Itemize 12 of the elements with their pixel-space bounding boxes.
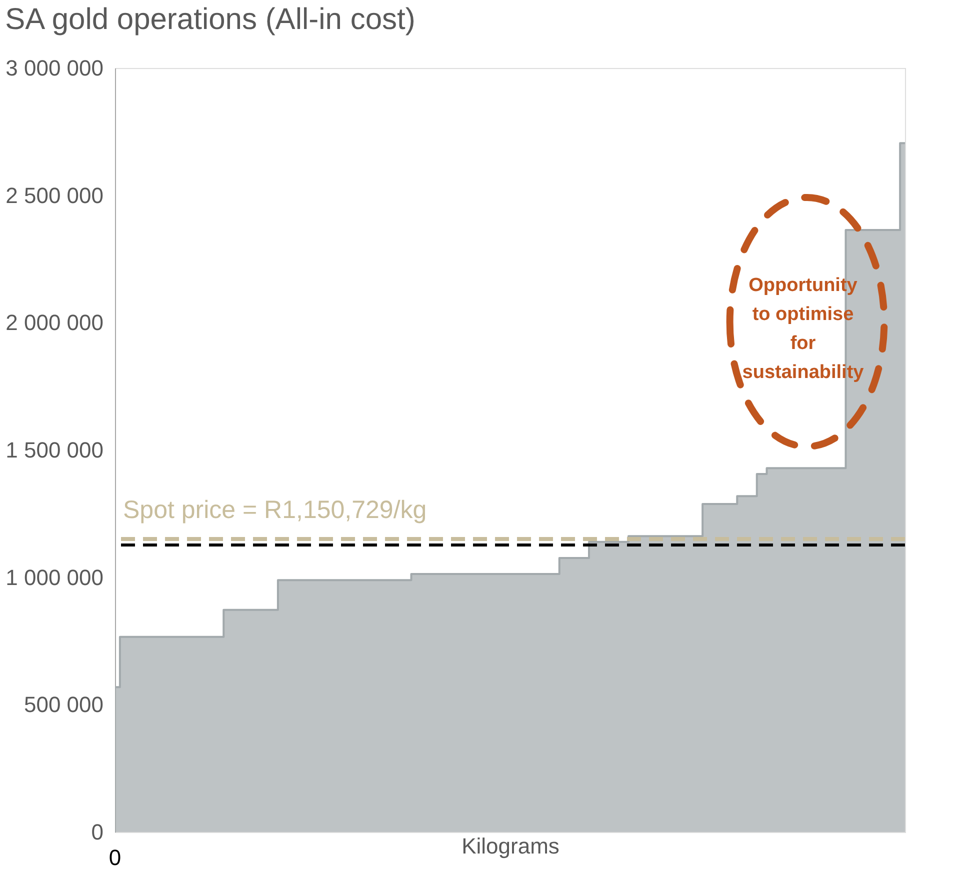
- chart-title: SA gold operations (All-in cost): [5, 3, 416, 36]
- annotation: Opportunity to optimise for sustainability: [742, 275, 864, 383]
- y-tick-label: 0: [91, 820, 104, 844]
- y-tick-label: 2 500 000: [6, 182, 104, 208]
- ref-line-label: Spot price = R1,150,729/kg: [123, 496, 427, 524]
- text: 0: [108, 845, 122, 870]
- y-tick-label: 2 000 000: [6, 310, 104, 336]
- y-tick-label: 1 500 000: [6, 438, 104, 462]
- y-tick-label: 1 000 000: [6, 564, 104, 590]
- x-axis-title: Kilograms: [462, 834, 560, 858]
- y-tick-label: 500 000: [24, 692, 104, 718]
- y-tick-label: 3 000 000: [6, 56, 104, 80]
